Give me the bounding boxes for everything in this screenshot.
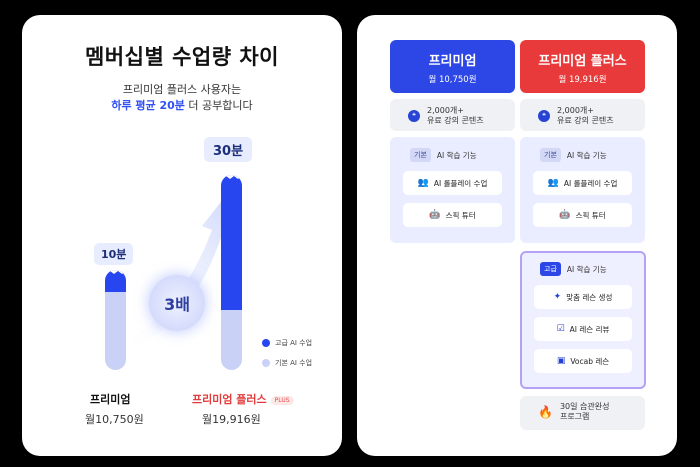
flame-icon: 🔥: [538, 404, 553, 419]
premium-content-box: ❝ 2,000개+ 유료 강의 콘텐츠: [390, 99, 515, 131]
plus-advanced-ai-box: 고급 AI 학습 기능 ✦ 맞춤 레슨 생성 ☑ AI 레슨 리뷰 ▣ Vocab 레…: [520, 251, 646, 389]
bar-premium-label: 10분: [94, 243, 134, 265]
plus-plan-price: 월19,916원: [202, 413, 261, 426]
legend-advanced-swatch: [262, 339, 270, 347]
basic-tag: 기본: [410, 148, 431, 162]
checklist-icon: ☑: [556, 324, 565, 334]
lesson-review-feature: ☑ AI 레슨 리뷰: [534, 317, 632, 341]
plus-plan-name: 프리미엄 플러스 PLUS: [192, 391, 294, 407]
plus-header: 프리미엄 플러스 월 19,916원: [520, 40, 645, 93]
tutor-feature: 🤖 스픽 튜터: [403, 203, 502, 227]
plus-header-price: 월 19,916원: [558, 75, 607, 85]
legend-basic: 기본 AI 수업: [262, 358, 312, 368]
robot-icon: 🤖: [429, 210, 441, 220]
basic-tag: 기본: [540, 148, 561, 162]
vocab-icon: ▣: [556, 356, 566, 366]
premium-header-price: 월 10,750원: [428, 75, 477, 85]
bar-plus-advanced: [221, 175, 242, 310]
premium-plan-name: 프리미엄: [90, 393, 131, 406]
plus-basic-ai-box: 기본 AI 학습 기능 👥 AI 롤플레이 수업 🤖 스픽 튜터: [520, 137, 645, 243]
premium-header-name: 프리미엄: [428, 54, 477, 69]
sparkle-icon: ✦: [553, 292, 562, 302]
roleplay-feature: 👥 AI 롤플레이 수업: [533, 171, 632, 195]
habit-program-box: 🔥 30일 습관완성 프로그램: [520, 396, 645, 430]
content-icon: ❝: [538, 110, 550, 123]
bar-plus: [221, 175, 242, 370]
advanced-tag: 고급: [540, 262, 561, 276]
premium-basic-ai-box: 기본 AI 학습 기능 👥 AI 롤플레이 수업 🤖 스픽 튜터: [390, 137, 515, 243]
vocab-lesson-feature: ▣ Vocab 레슨: [534, 349, 632, 373]
feature-comparison-card: 프리미엄 월 10,750원 프리미엄 플러스 월 19,916원 ❝ 2,00…: [357, 15, 677, 456]
plus-content-box: ❝ 2,000개+ 유료 강의 콘텐츠: [520, 99, 645, 131]
premium-header: 프리미엄 월 10,750원: [390, 40, 515, 93]
content-icon: ❝: [408, 110, 420, 123]
plus-badge: PLUS: [270, 395, 294, 405]
chart-title: 멤버십별 수업량 차이: [84, 45, 279, 69]
bar-premium: [105, 270, 126, 370]
multiplier-badge: 3배: [149, 275, 205, 331]
subtitle-highlight: 하루 평균 20분: [111, 99, 185, 112]
subtitle-rest: 더 공부합니다: [184, 99, 253, 112]
bar-plus-basic: [221, 310, 242, 370]
legend-advanced: 고급 AI 수업: [262, 338, 312, 348]
plus-header-name: 프리미엄 플러스: [538, 54, 627, 69]
roleplay-feature: 👥 AI 롤플레이 수업: [403, 171, 502, 195]
legend-basic-swatch: [262, 359, 270, 367]
bar-premium-advanced: [105, 270, 126, 292]
chart-subtitle-line1: 프리미엄 플러스 사용자는: [122, 83, 242, 96]
chart-subtitle-line2: 하루 평균 20분 더 공부합니다: [22, 97, 342, 113]
roleplay-icon: 👥: [547, 178, 559, 188]
premium-plan-price: 월10,750원: [85, 413, 144, 426]
tutor-feature: 🤖 스픽 튜터: [533, 203, 632, 227]
roleplay-icon: 👥: [417, 178, 429, 188]
bar-plus-label: 30분: [204, 137, 253, 162]
custom-lesson-feature: ✦ 맞춤 레슨 생성: [534, 285, 632, 309]
bar-premium-basic: [105, 292, 126, 370]
comparison-chart-card: 멤버십별 수업량 차이 프리미엄 플러스 사용자는 하루 평균 20분 더 공부…: [22, 15, 342, 456]
robot-icon: 🤖: [559, 210, 571, 220]
